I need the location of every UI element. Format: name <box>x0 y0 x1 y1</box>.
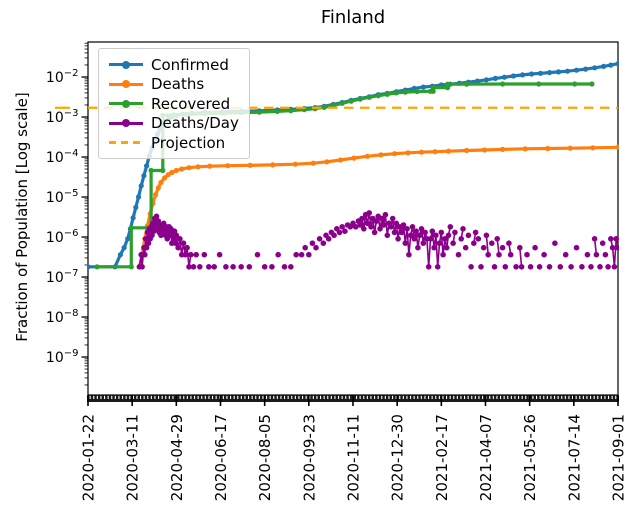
x-tick-label: 2020-11-11 <box>345 414 363 501</box>
legend-marker-dot <box>122 119 130 128</box>
x-tick-label: 2021-07-14 <box>565 414 583 501</box>
legend-item-deaths-per-day: Deaths/Day <box>99 114 249 134</box>
y-tick-label: 10−7 <box>46 268 79 286</box>
y-tick-label: 10−4 <box>46 148 79 166</box>
legend-line-sample-deaths <box>109 80 143 89</box>
y-tick-label: 10−8 <box>46 308 79 326</box>
y-axis-ticks: 10−2 10−3 10−4 10−5 10−6 10−7 10−8 10−9 <box>46 42 88 386</box>
chart-title: Finland <box>320 7 386 28</box>
legend-marker-dot <box>122 80 130 89</box>
x-tick-label: 2021-09-01 <box>610 414 628 501</box>
series-deaths <box>136 144 619 270</box>
y-tick-label: 10−2 <box>46 68 79 86</box>
x-tick-label: 2020-03-11 <box>124 414 142 501</box>
x-tick-label: 2021-04-07 <box>477 414 495 501</box>
x-tick-label: 2020-01-22 <box>80 414 98 501</box>
y-axis-label: Fraction of Population [Log scale] <box>13 92 31 342</box>
legend-item-deaths: Deaths <box>99 75 249 95</box>
series-deaths-day <box>136 210 619 270</box>
y-tick-label: 10−5 <box>46 188 79 206</box>
legend-line-sample-recovered <box>109 99 143 108</box>
y-tick-label: 10−6 <box>46 228 79 246</box>
y-tick-label: 10−9 <box>46 348 79 366</box>
legend-item-confirmed: Confirmed <box>99 55 249 75</box>
legend-line-sample-projection <box>109 141 143 145</box>
x-tick-label: 2020-06-17 <box>212 414 230 501</box>
legend: Confirmed Deaths Recovered Deaths/Day Pr… <box>98 48 250 159</box>
y-tick-label: 10−3 <box>46 108 79 126</box>
x-tick-label: 2020-09-23 <box>300 414 318 501</box>
legend-item-recovered: Recovered <box>99 94 249 114</box>
x-tick-label: 2021-05-26 <box>521 414 539 501</box>
legend-marker-dot <box>122 60 130 69</box>
legend-item-projection: Projection <box>99 133 249 153</box>
x-axis-ticks: 2020-01-22 2020-03-11 2020-04-29 2020-06-17… <box>80 395 628 501</box>
legend-line-sample-confirmed <box>109 60 143 69</box>
x-tick-label: 2021-02-17 <box>433 414 451 501</box>
x-tick-label: 2020-04-29 <box>168 414 186 501</box>
legend-line-sample-deaths-per-day <box>109 119 143 128</box>
legend-marker-dot <box>122 99 130 108</box>
x-tick-label: 2020-12-30 <box>389 414 407 501</box>
x-tick-label: 2020-08-05 <box>256 414 274 501</box>
